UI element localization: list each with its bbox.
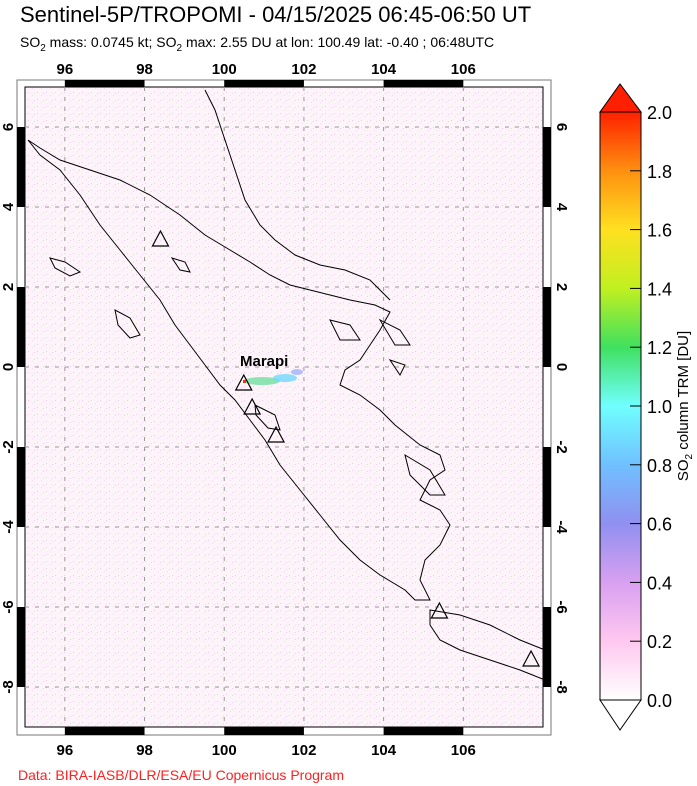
page-title: Sentinel-5P/TROPOMI - 04/15/2025 06:45-0… — [20, 2, 532, 27]
subtitle-text: SO — [20, 34, 41, 50]
data-credit: Data: BIRA-IASB/DLR/ESA/EU Copernicus Pr… — [18, 767, 345, 783]
colorbar-tick-label: 0.4 — [647, 573, 672, 593]
lat-tick-label-right: 2 — [553, 283, 570, 291]
lon-tick-label-top: 100 — [212, 61, 237, 78]
subscript: 2 — [176, 42, 183, 54]
frame-bars — [17, 80, 551, 735]
frame-bar-left — [17, 447, 25, 527]
lat-tick-label-right: -4 — [553, 520, 570, 534]
lat-tick-label-right: 0 — [553, 363, 570, 371]
frame-bar-top — [383, 80, 464, 87]
lat-tick-label-left: 4 — [0, 202, 17, 211]
volcano-triangle-icon — [151, 229, 170, 247]
lat-tick-label-left: 2 — [0, 283, 17, 291]
colorbar-tick-label: 0.0 — [647, 691, 672, 711]
lat-tick-label-left: -4 — [0, 520, 17, 534]
volcano-triangle-icon — [234, 373, 253, 391]
sumatra-coast — [27, 139, 451, 601]
lat-tick-label-right: -6 — [553, 600, 570, 613]
subtitle: SO2 mass: 0.0745 kt; SO2 max: 2.55 DU at… — [20, 34, 494, 54]
colorbar-tick-label: 0.8 — [647, 456, 672, 476]
volcano-triangle-icon — [243, 397, 262, 415]
lon-tick-label-bottom: 106 — [451, 742, 476, 759]
volcano-triangle-icon — [522, 649, 541, 667]
colorbar-tick-label: 1.0 — [647, 397, 672, 417]
bangka-island — [404, 453, 446, 496]
lake-toba — [170, 257, 191, 273]
volcano-markers — [151, 229, 541, 667]
lon-tick-label-bottom: 104 — [371, 742, 397, 759]
lat-tick-label-right: -2 — [553, 440, 570, 453]
colorbar-tick-label: 1.4 — [647, 279, 672, 299]
lat-tick-label-right: 6 — [553, 123, 570, 131]
lat-tick-label-left: -8 — [0, 680, 17, 693]
volcano-label: Marapi — [240, 353, 288, 370]
frame-bar-bottom — [383, 727, 464, 735]
siberut-island — [254, 404, 281, 431]
lon-tick-label-top: 96 — [57, 61, 74, 78]
frame-bar-bottom — [224, 727, 304, 735]
frame-bar-bottom — [64, 727, 145, 735]
colorbar-min-arrow — [599, 699, 642, 731]
colorbar: 0.0 0.2 0.4 0.6 0.8 1.0 1.2 1.4 1.6 1.8 2.0 SO2 co… — [599, 83, 695, 731]
colorbar-tick-label: 0.2 — [647, 632, 672, 652]
frame-bar-right — [543, 127, 551, 207]
coastlines — [27, 89, 546, 681]
lon-tick-label-top: 106 — [451, 61, 476, 78]
grid-lines — [25, 87, 543, 727]
lat-tick-label-right: -8 — [553, 680, 570, 693]
volcano-triangle-icon — [267, 425, 286, 443]
lat-tick-label-left: -6 — [0, 600, 17, 613]
frame-bar-left — [17, 127, 25, 207]
frame-bar-right — [543, 607, 551, 687]
so2-plume — [243, 369, 303, 385]
lat-tick-label-left: 0 — [0, 363, 17, 371]
plume-segment — [244, 377, 280, 385]
frame-bar-left — [17, 287, 25, 367]
lat-tick-label-left: -2 — [0, 440, 17, 453]
lon-tick-label-bottom: 100 — [212, 742, 237, 759]
lon-tick-label-top: 102 — [291, 61, 316, 78]
lon-tick-label-bottom: 98 — [136, 742, 153, 759]
lat-tick-label-left: 6 — [0, 123, 17, 131]
subscript: 2 — [40, 42, 46, 54]
axis-labels: 96 96 98 98 100 100 102 102 104 104 106 106 6 6 4 4 2 2 0 0… — [0, 61, 570, 759]
colorbar-tick-label: 1.2 — [647, 338, 672, 358]
volcano-triangle-icon — [430, 601, 449, 619]
lat-tick-label-right: 4 — [553, 203, 570, 212]
riau-islands — [329, 318, 411, 376]
colorbar-label: SO2 column TRM [DU] — [675, 331, 695, 481]
malay-peninsula-coast — [204, 89, 391, 301]
frame-bar-right — [543, 287, 551, 367]
frame-bar-left — [17, 607, 25, 687]
frame-bar-top — [64, 80, 145, 87]
colorbar-tick-label: 1.6 — [647, 221, 672, 241]
nias-island — [114, 309, 141, 339]
map-area — [24, 86, 544, 728]
lon-tick-label-bottom: 102 — [291, 742, 316, 759]
lon-tick-label-top: 104 — [371, 61, 397, 78]
lon-tick-label-top: 98 — [136, 61, 153, 78]
frame-bar-top — [224, 80, 304, 87]
plume-max-pixel — [243, 380, 246, 383]
subtitle-text: mass: 0.0745 kt; SO — [45, 34, 177, 50]
colorbar-max-arrow — [599, 83, 642, 113]
java-coast — [429, 609, 546, 681]
lon-tick-label-bottom: 96 — [57, 742, 74, 759]
subtitle-text: max: 2.55 DU at lon: 100.49 lat: -0.40 ;… — [182, 34, 495, 50]
plume-segment — [273, 374, 297, 382]
colorbar-tick-label: 0.6 — [647, 515, 672, 535]
colorbar-tick-label: 1.8 — [647, 162, 672, 182]
plume-segment — [291, 369, 303, 375]
frame-bar-right — [543, 447, 551, 527]
simeulue-island — [49, 257, 82, 277]
colorbar-tick-label: 2.0 — [647, 103, 672, 123]
